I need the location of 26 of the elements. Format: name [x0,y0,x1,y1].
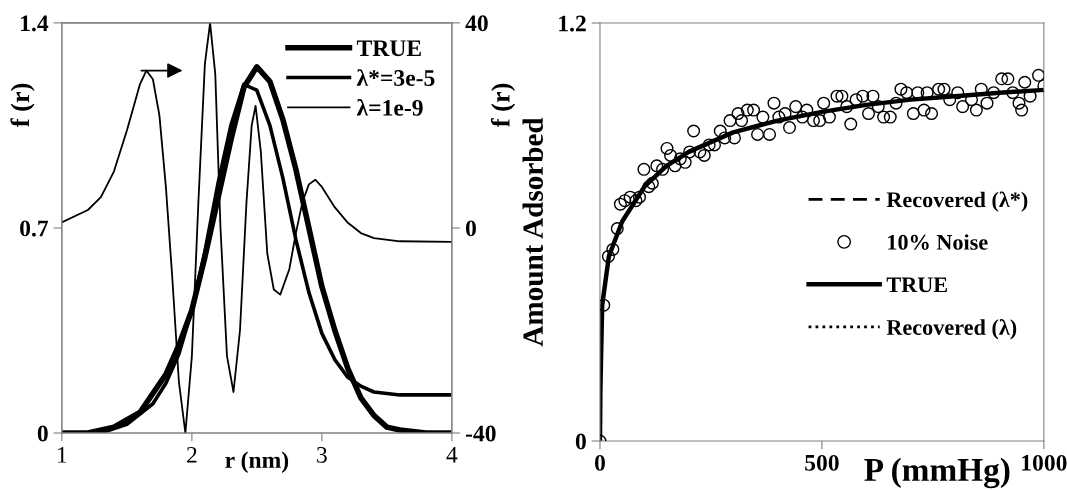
x-axis-title: P (mmHg) [864,457,1010,489]
legend-label: TRUE [886,277,947,293]
x-tick-label: 0 [594,454,605,471]
x-tick-label: 3 [317,446,327,463]
y-axis-title: Amount Adsorbed [522,117,544,347]
y-tick-label: 1.2 [559,15,586,32]
legend-label: Recovered (λ) [886,319,1017,340]
legend-label: λ=1e-9 [356,98,423,116]
x-tick-label: 2 [187,446,197,463]
y-tick-label: 0 [37,425,48,442]
legend-label: Recovered (λ*) [886,191,1028,212]
y2-tick-label: 0 [465,220,476,237]
y2-tick-label: -40 [465,425,496,442]
legend-label: λ*=3e-5 [356,69,435,86]
x-tick-label: 4 [446,447,458,463]
legend-label: 10% Noise [888,234,988,250]
y-tick-label: 0.7 [20,220,49,237]
y2-tick-label: 40 [465,15,488,32]
y-tick-label: 1.4 [21,15,49,32]
x-axis-title: r (nm) [225,451,289,473]
y-axis-title: f (r) [10,83,35,128]
x-tick-label: 500 [805,454,839,471]
x-tick-label: 1000 [1022,454,1067,471]
x-tick-label: 1 [58,447,67,463]
legend-label: TRUE [356,40,421,57]
y2-axis-title: f (r) [490,83,516,128]
